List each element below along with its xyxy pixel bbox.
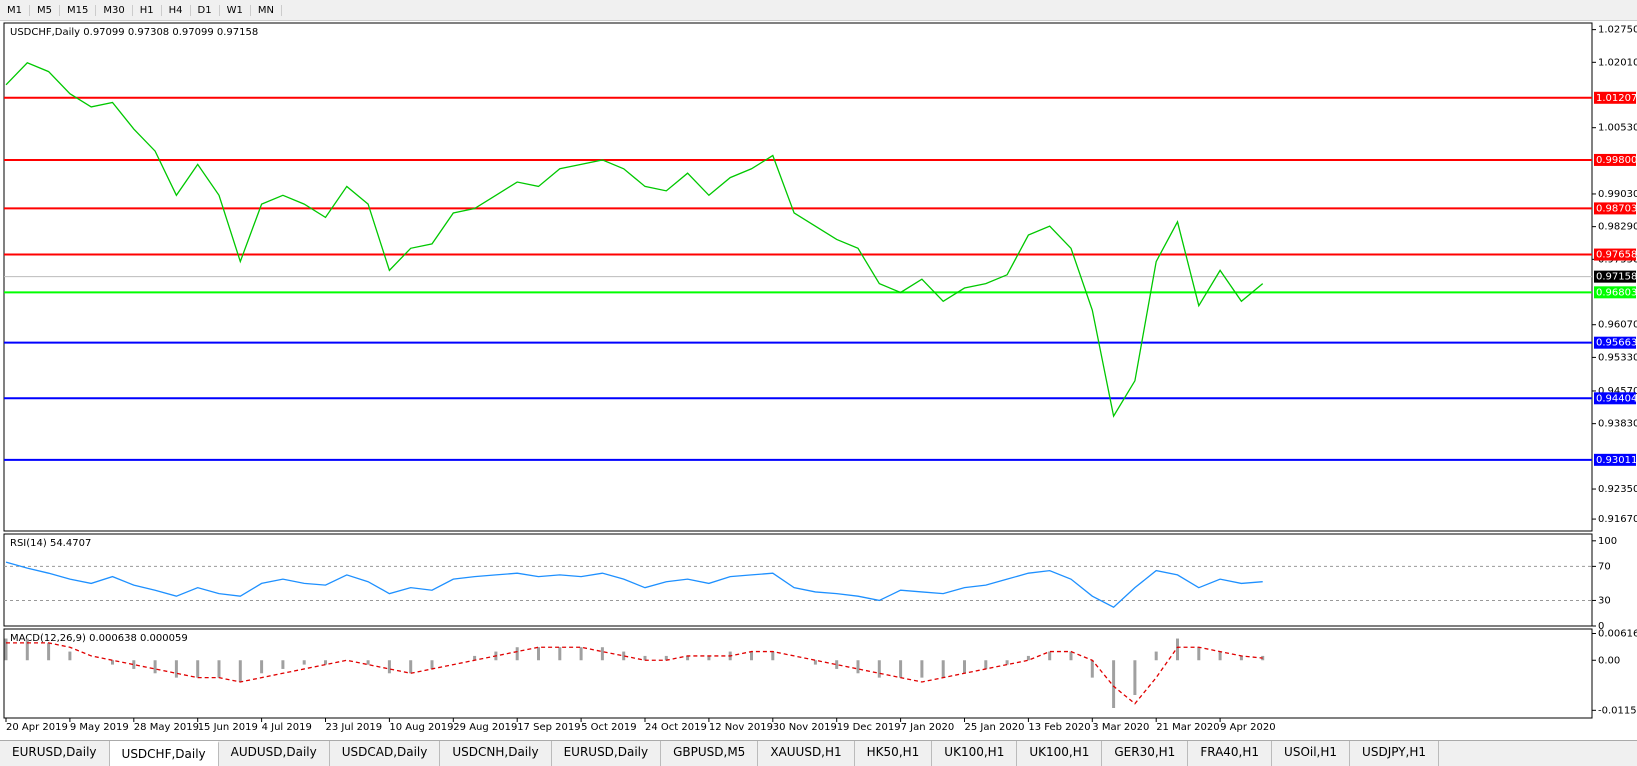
x-tick-label: 9 Apr 2020 [1220,722,1275,733]
x-tick-label: 17 Sep 2019 [517,722,580,733]
timeframe-button[interactable]: W1 [220,4,251,16]
x-tick-label: 23 Jul 2019 [326,722,383,733]
chart-tab[interactable]: USOil,H1 [1272,741,1351,766]
y-tick-label: 0.94570 [1598,386,1637,397]
x-tick-label: 24 Oct 2019 [645,722,707,733]
y-tick-label: 30 [1598,595,1611,606]
tab-bar: EURUSD,Daily USDCHF,Daily AUDUSD,Daily USDC… [0,740,1637,766]
x-tick-label: 19 Dec 2019 [837,722,901,733]
timeframe-button[interactable]: M1 [0,4,30,16]
x-tick-label: 9 May 2019 [70,722,129,733]
chart-tab[interactable]: USDCNH,Daily [440,741,552,766]
y-tick-label: 0 [1598,621,1604,632]
price-level-label: 1.01207 [1596,93,1637,104]
x-tick-label: 10 Aug 2019 [389,722,453,733]
panel-title: MACD(12,26,9) 0.000638 0.000059 [10,633,188,644]
y-tick-label: 0.99030 [1598,189,1637,200]
y-tick-label: 70 [1598,561,1611,572]
price-level-label: 0.97658 [1596,250,1637,261]
chart-tab[interactable]: XAUUSD,H1 [758,741,855,766]
timeframe-button[interactable]: M30 [96,4,133,16]
y-tick-label: 0.91670 [1598,514,1637,525]
y-tick-label: 1.02010 [1598,57,1637,68]
y-tick-label: 0.96070 [1598,320,1637,331]
price-level-box [1594,286,1636,299]
rsi-line [5,561,1263,609]
x-tick-label: 7 Jan 2020 [901,722,955,733]
price-level-box [1594,336,1636,349]
chart-tab[interactable]: GBPUSD,M5 [661,741,759,766]
x-tick-label: 20 Apr 2019 [6,722,68,733]
x-tick-label: 13 Feb 2020 [1028,722,1090,733]
timeframe-button[interactable]: M5 [30,4,60,16]
y-tick-label: 1.02750 [1598,25,1637,36]
x-tick-label: 29 Aug 2019 [453,722,517,733]
price-level-label: 0.95663 [1596,338,1637,349]
price-level-label: 0.93011 [1596,455,1637,466]
y-tick-label: 0.00 [1598,655,1620,666]
y-tick-label: -0.01153 [1598,705,1637,716]
price-level-label: 0.97158 [1596,272,1637,283]
y-tick-label: 100 [1598,536,1617,547]
signal-line [6,642,1263,705]
y-tick-label: 0.006167 [1598,628,1637,639]
panel-frame [3,533,1593,627]
timeframe-button[interactable]: MN [251,4,282,16]
price-level-box [1594,91,1636,104]
x-tick-label: 5 Oct 2019 [581,722,636,733]
price-level-box [1594,270,1636,283]
y-tick-label: 0.98290 [1598,222,1637,233]
price-level-box [1594,153,1636,166]
price-level-box [1594,392,1636,405]
x-tick-label: 4 Jul 2019 [262,722,312,733]
chart-tab[interactable]: HK50,H1 [855,741,933,766]
timeframe-button[interactable]: M15 [60,4,97,16]
chart-tab[interactable]: USDCHF,Daily [109,741,219,766]
price-level-label: 0.94404 [1596,393,1637,404]
chart-tab[interactable]: UK100,H1 [932,741,1018,766]
price-level-label: 0.98703 [1596,203,1637,214]
x-tick-label: 28 May 2019 [134,722,199,733]
price-level-box [1594,248,1636,261]
x-tick-label: 25 Jan 2020 [965,722,1025,733]
chart: USDCHF,Daily 0.97099 0.97308 0.97099 0.9… [3,22,1637,733]
chart-tab[interactable]: USDCAD,Daily [330,741,441,766]
chart-tab[interactable]: EURUSD,Daily [0,741,110,766]
panel-frame [3,628,1593,719]
x-tick-label: 21 Mar 2020 [1156,722,1219,733]
x-tick-label: 30 Nov 2019 [773,722,837,733]
toolbar: M1 M5 M15 M30 H1 H4 D1 W1 MN [0,0,1637,21]
timeframe-button[interactable]: H4 [162,4,191,16]
timeframe-button[interactable]: H1 [133,4,162,16]
chart-tab[interactable]: AUDUSD,Daily [219,741,330,766]
price-level-label: 0.96803 [1596,287,1637,298]
price-level-box [1594,202,1636,215]
chart-tab[interactable]: UK100,H1 [1017,741,1103,766]
x-tick-label: 15 Jun 2019 [198,722,258,733]
y-tick-label: 0.92350 [1598,484,1637,495]
x-tick-label: 12 Nov 2019 [709,722,773,733]
y-tick-label: 0.93830 [1598,419,1637,430]
chart-tab[interactable]: USDJPY,H1 [1350,741,1440,766]
panel-title: USDCHF,Daily 0.97099 0.97308 0.97099 0.9… [10,27,258,38]
chart-tab[interactable]: EURUSD,Daily [552,741,662,766]
price-level-box [1594,453,1636,466]
y-tick-label: 0.95330 [1598,352,1637,363]
price-level-label: 0.99800 [1596,155,1637,166]
panel-title: RSI(14) 54.4707 [10,538,91,549]
chart-tab[interactable]: GER30,H1 [1102,741,1189,766]
price-line [5,61,1264,418]
x-tick-label: 3 Mar 2020 [1092,722,1149,733]
chart-tab[interactable]: FRA40,H1 [1188,741,1273,766]
timeframe-button[interactable]: D1 [191,4,220,16]
y-tick-label: 1.00530 [1598,123,1637,134]
